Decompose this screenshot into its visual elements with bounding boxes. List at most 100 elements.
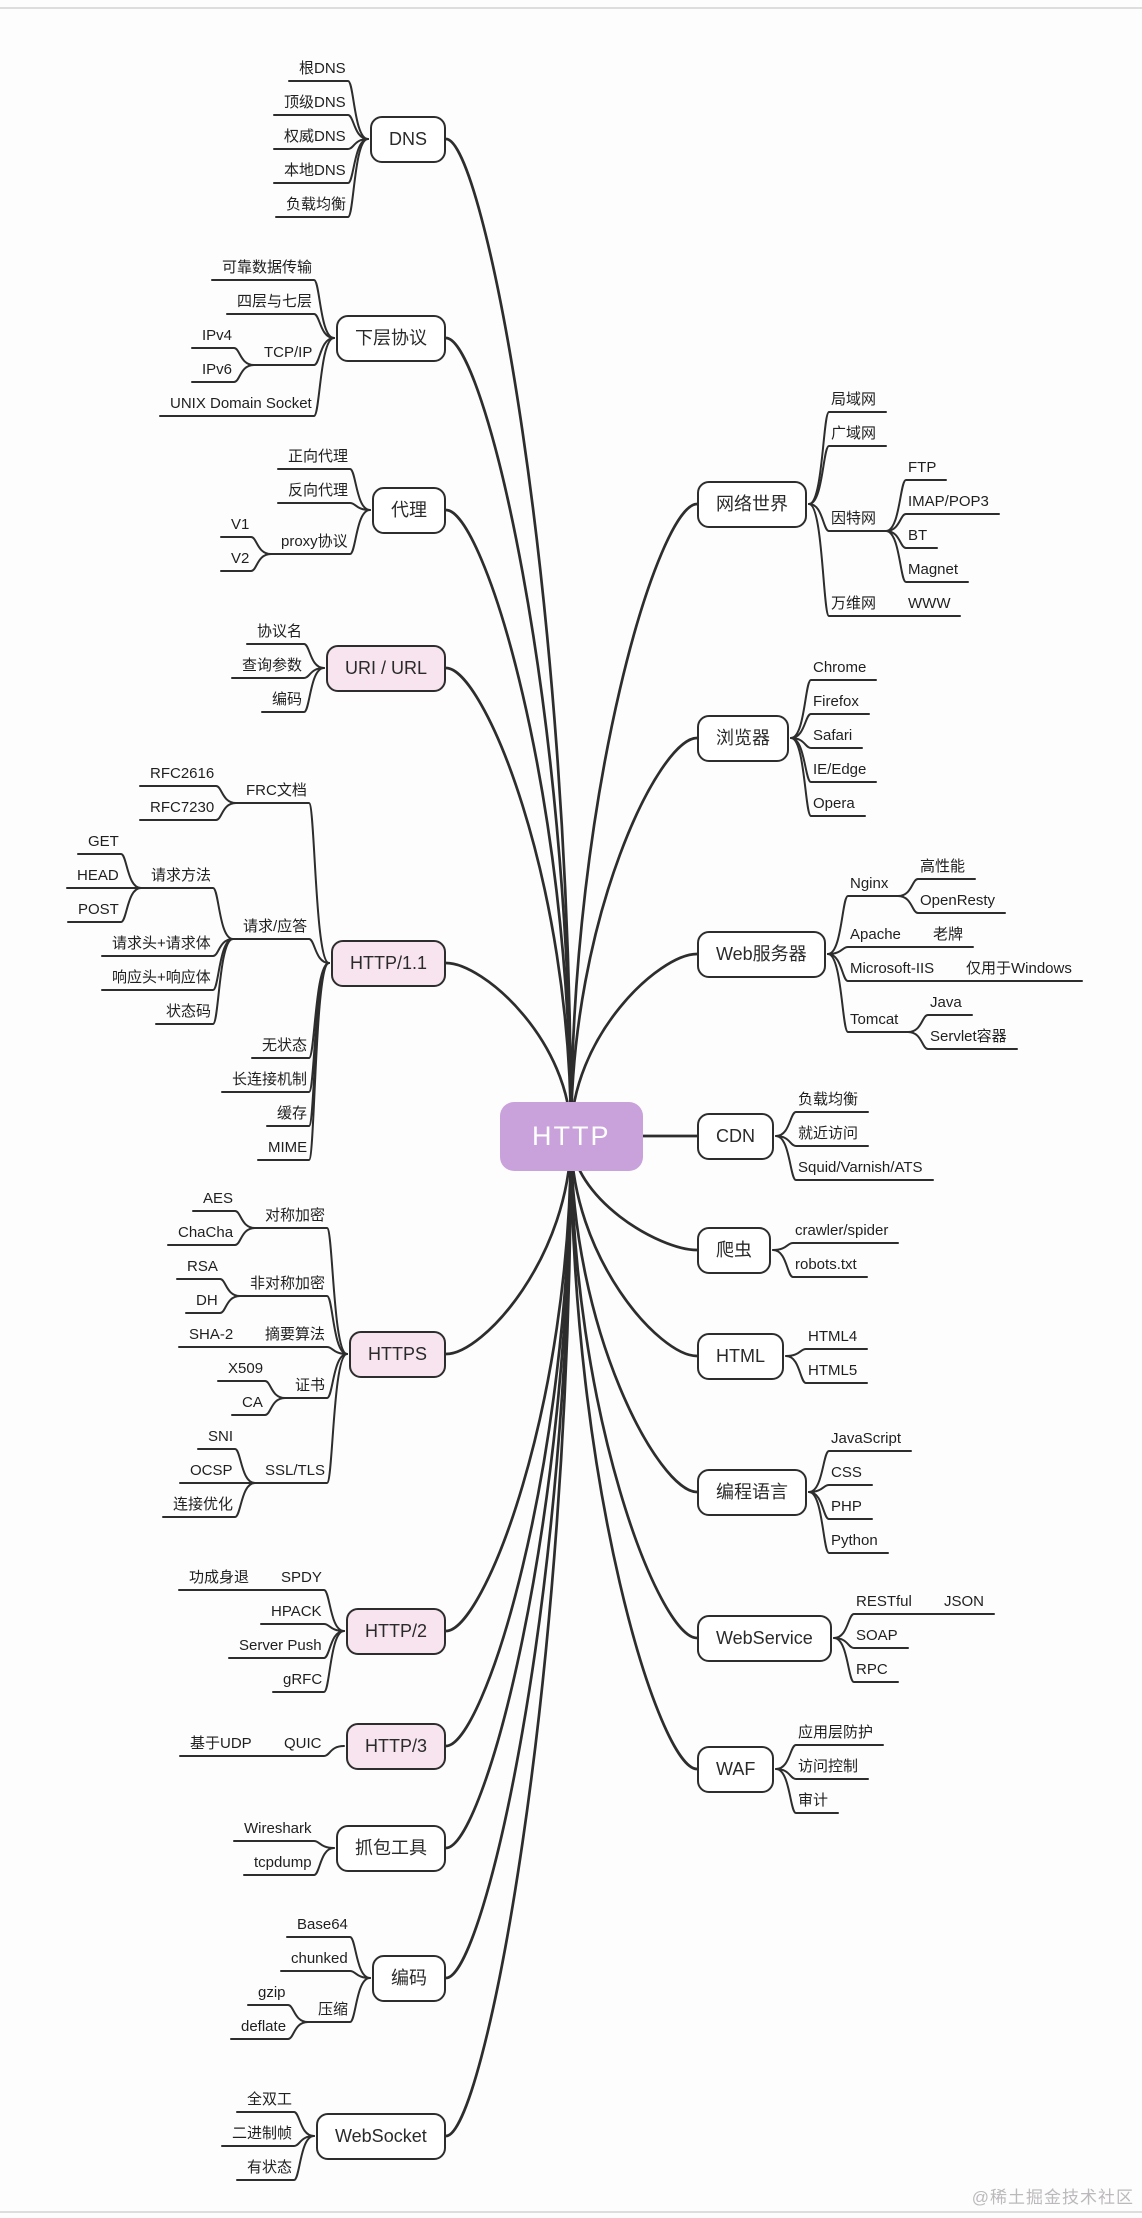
subtopic-aes[interactable]: AES [203, 1190, 234, 1207]
subtopic-dns[interactable]: 权威DNS [284, 128, 346, 145]
subtopic-php[interactable]: PHP [831, 1498, 862, 1515]
subtopic-l4-3[interactable]: 长连接机制 [232, 1071, 308, 1088]
subtopic-r3-0[interactable]: 负载均衡 [798, 1091, 859, 1108]
subtopic-ftp[interactable]: FTP [908, 459, 937, 476]
subtopic-tomcat[interactable]: Tomcat [850, 1011, 899, 1028]
subtopic-restful[interactable]: RESTful [856, 1593, 912, 1610]
subtopic-dns[interactable]: 本地DNS [284, 162, 346, 179]
subtopic-bt[interactable]: BT [908, 527, 928, 544]
subtopic-r0-3[interactable]: 万维网 [831, 595, 877, 612]
branch-topic-http-3[interactable]: HTTP/3 [346, 1723, 447, 1770]
subtopic-ipv6[interactable]: IPv6 [202, 361, 233, 378]
subtopic-l5-1[interactable]: 非对称加密 [250, 1275, 326, 1292]
branch-topic-l9[interactable]: 编码 [372, 1955, 446, 2002]
subtopic-l1-0[interactable]: 可靠数据传输 [222, 259, 313, 276]
subtopic-l10-0[interactable]: 全双工 [247, 2091, 293, 2108]
subtopic-l5-3[interactable]: 证书 [295, 1377, 326, 1394]
subtopic-apache[interactable]: Apache [850, 926, 901, 943]
subtopic-deflate[interactable]: deflate [241, 2018, 287, 2035]
branch-topic-cdn[interactable]: CDN [697, 1113, 774, 1160]
branch-topic-dns[interactable]: DNS [370, 116, 447, 163]
subtopic-l4-1[interactable]: 请求/应答 [243, 918, 308, 935]
subtopic-l5-0[interactable]: 对称加密 [265, 1207, 326, 1224]
branch-topic-r0[interactable]: 网络世界 [697, 481, 807, 528]
subtopic-chacha[interactable]: ChaCha [178, 1224, 234, 1241]
subtopic-l4-1-3[interactable]: 状态码 [166, 1003, 212, 1020]
subtopic-nginx[interactable]: Nginx [850, 875, 889, 892]
branch-topic-l2[interactable]: 代理 [372, 487, 446, 534]
subtopic-r0-0[interactable]: 局域网 [831, 391, 877, 408]
subtopic-ipv4[interactable]: IPv4 [202, 327, 233, 344]
subtopic-windows[interactable]: 仅用于Windows [966, 960, 1072, 977]
subtopic-l3-2[interactable]: 编码 [272, 691, 303, 708]
subtopic-l4-1-0[interactable]: 请求方法 [151, 867, 212, 884]
subtopic-base64[interactable]: Base64 [297, 1916, 348, 1933]
subtopic-l10-2[interactable]: 有状态 [247, 2159, 293, 2176]
branch-topic-web[interactable]: Web服务器 [697, 931, 826, 978]
subtopic-crawler-spider[interactable]: crawler/spider [795, 1222, 889, 1239]
subtopic-chunked[interactable]: chunked [291, 1950, 348, 1967]
subtopic-opera[interactable]: Opera [813, 795, 855, 812]
subtopic-java[interactable]: Java [930, 994, 962, 1011]
subtopic-tcp-ip[interactable]: TCP/IP [264, 344, 313, 361]
subtopic-soap[interactable]: SOAP [856, 1627, 898, 1644]
subtopic-css[interactable]: CSS [831, 1464, 862, 1481]
subtopic-l6-0-0[interactable]: 功成身退 [189, 1569, 250, 1586]
branch-topic-webservice[interactable]: WebService [697, 1615, 832, 1662]
subtopic-json[interactable]: JSON [944, 1593, 985, 1610]
subtopic-microsoft-iis[interactable]: Microsoft-IIS [850, 960, 935, 977]
subtopic-html4[interactable]: HTML4 [808, 1328, 858, 1345]
subtopic-l4-2[interactable]: 无状态 [262, 1037, 308, 1054]
subtopic-l10-1[interactable]: 二进制帧 [232, 2125, 293, 2142]
subtopic-python[interactable]: Python [831, 1532, 878, 1549]
subtopic-r2-1-0[interactable]: 老牌 [933, 926, 964, 943]
subtopic-l1-1[interactable]: 四层与七层 [237, 293, 313, 310]
subtopic-safari[interactable]: Safari [813, 727, 853, 744]
subtopic-post[interactable]: POST [78, 901, 119, 918]
branch-topic-http-2[interactable]: HTTP/2 [346, 1608, 447, 1655]
subtopic-dh[interactable]: DH [196, 1292, 218, 1309]
subtopic-v2[interactable]: V2 [231, 550, 250, 567]
subtopic-l5-4-2[interactable]: 连接优化 [173, 1496, 234, 1513]
subtopic-ca[interactable]: CA [242, 1394, 263, 1411]
subtopic-udp[interactable]: 基于UDP [190, 1735, 252, 1752]
subtopic-r2-0-0[interactable]: 高性能 [920, 858, 966, 875]
subtopic-dns[interactable]: 根DNS [299, 60, 346, 77]
branch-topic-l8[interactable]: 抓包工具 [336, 1825, 446, 1872]
subtopic-l4-4[interactable]: 缓存 [277, 1105, 308, 1122]
subtopic-gzip[interactable]: gzip [258, 1984, 286, 2001]
subtopic-l9-2[interactable]: 压缩 [318, 2001, 349, 2018]
subtopic-squid-varnish-ats[interactable]: Squid/Varnish/ATS [798, 1159, 923, 1176]
subtopic-l3-1[interactable]: 查询参数 [242, 657, 303, 674]
subtopic-sni[interactable]: SNI [208, 1428, 234, 1445]
subtopic-l5-2[interactable]: 摘要算法 [265, 1326, 326, 1343]
subtopic-ie-edge[interactable]: IE/Edge [813, 761, 867, 778]
branch-topic-http-1-1[interactable]: HTTP/1.1 [331, 940, 447, 987]
subtopic-r8-0[interactable]: 应用层防护 [798, 1724, 874, 1741]
subtopic-servlet[interactable]: Servlet容器 [930, 1028, 1007, 1045]
subtopic-x509[interactable]: X509 [228, 1360, 264, 1377]
branch-topic-r4[interactable]: 爬虫 [697, 1227, 771, 1274]
subtopic-l4-1-2[interactable]: 响应头+响应体 [112, 969, 211, 986]
subtopic-rsa[interactable]: RSA [187, 1258, 218, 1275]
subtopic-spdy[interactable]: SPDY [281, 1569, 322, 1586]
subtopic-r3-1[interactable]: 就近访问 [798, 1125, 859, 1142]
branch-topic-waf[interactable]: WAF [697, 1746, 775, 1793]
subtopic-l4-1-1[interactable]: 请求头+请求体 [112, 935, 211, 952]
subtopic-rfc2616[interactable]: RFC2616 [150, 765, 215, 782]
branch-topic-html[interactable]: HTML [697, 1333, 784, 1380]
branch-topic-l1[interactable]: 下层协议 [336, 315, 446, 362]
subtopic-firefox[interactable]: Firefox [813, 693, 859, 710]
subtopic-html5[interactable]: HTML5 [808, 1362, 858, 1379]
subtopic-tcpdump[interactable]: tcpdump [254, 1854, 312, 1871]
branch-topic-websocket[interactable]: WebSocket [316, 2113, 446, 2160]
subtopic-head[interactable]: HEAD [77, 867, 119, 884]
subtopic-ocsp[interactable]: OCSP [190, 1462, 233, 1479]
subtopic-l2-0[interactable]: 正向代理 [288, 448, 349, 465]
subtopic-grfc[interactable]: gRFC [283, 1671, 323, 1688]
subtopic-chrome[interactable]: Chrome [813, 659, 867, 676]
subtopic-proxy[interactable]: proxy协议 [281, 533, 348, 550]
subtopic-www[interactable]: WWW [908, 595, 951, 612]
central-topic-http[interactable]: HTTP [500, 1102, 643, 1172]
subtopic-imap-pop3[interactable]: IMAP/POP3 [908, 493, 989, 510]
